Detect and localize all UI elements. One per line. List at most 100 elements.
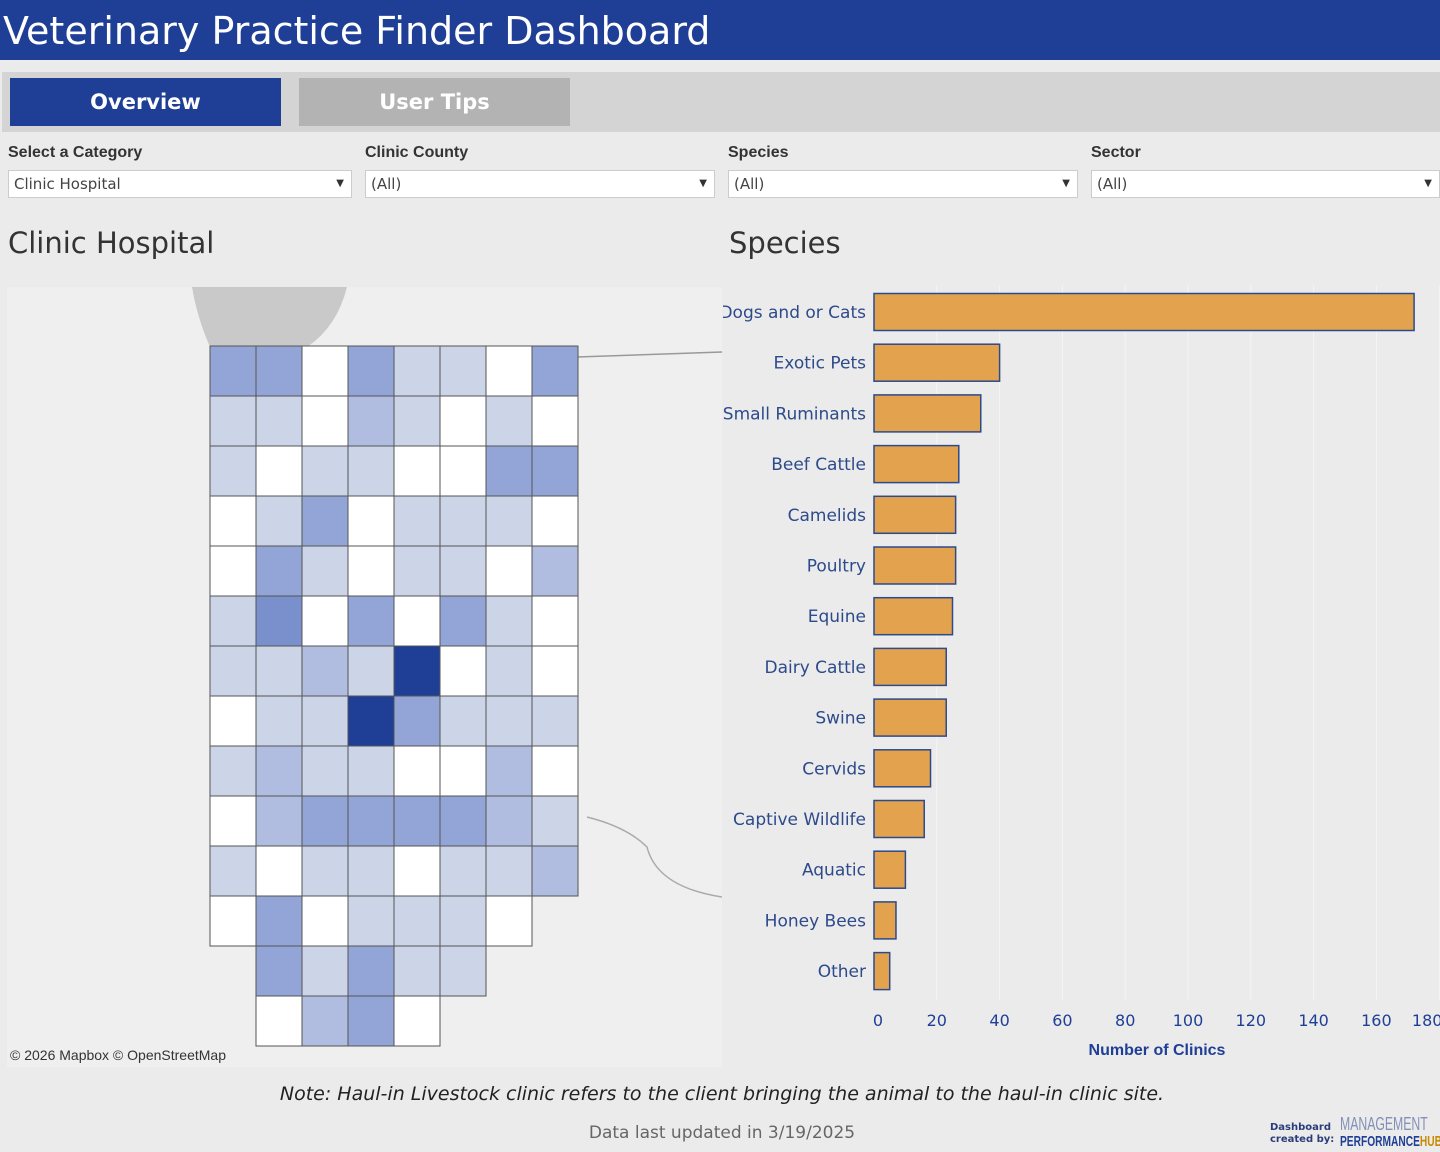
county[interactable]	[301, 945, 349, 997]
bar[interactable]	[873, 850, 907, 889]
county[interactable]	[209, 545, 257, 597]
county[interactable]	[209, 795, 257, 847]
county[interactable]	[531, 595, 579, 647]
county[interactable]	[209, 845, 257, 897]
county[interactable]	[439, 945, 487, 997]
county[interactable]	[209, 345, 257, 397]
bar[interactable]	[873, 546, 957, 585]
county[interactable]	[485, 845, 533, 897]
bar[interactable]	[873, 394, 982, 433]
bar[interactable]	[873, 495, 957, 535]
county[interactable]	[209, 595, 257, 647]
county[interactable]	[485, 545, 533, 597]
county-dropdown[interactable]: (All) ▼	[365, 170, 715, 198]
county[interactable]	[255, 795, 303, 847]
county[interactable]	[485, 645, 533, 697]
county[interactable]	[393, 595, 441, 647]
county[interactable]	[531, 395, 579, 447]
county[interactable]	[347, 845, 395, 897]
county[interactable]	[393, 845, 441, 897]
county[interactable]	[347, 445, 395, 497]
county[interactable]	[255, 445, 303, 497]
map-canvas[interactable]	[7, 287, 723, 1067]
county[interactable]	[347, 345, 395, 397]
county[interactable]	[439, 545, 487, 597]
bar[interactable]	[873, 596, 954, 636]
county[interactable]	[209, 745, 257, 797]
bar[interactable]	[873, 951, 891, 991]
county[interactable]	[393, 545, 441, 597]
bar[interactable]	[873, 343, 1001, 382]
county[interactable]	[531, 345, 579, 397]
county[interactable]	[347, 745, 395, 797]
county[interactable]	[439, 395, 487, 447]
county[interactable]	[531, 845, 579, 897]
county[interactable]	[439, 845, 487, 897]
county[interactable]	[531, 545, 579, 597]
county[interactable]	[301, 595, 349, 647]
county[interactable]	[301, 795, 349, 847]
county[interactable]	[439, 495, 487, 547]
county[interactable]	[393, 945, 441, 997]
bar[interactable]	[873, 698, 947, 737]
county[interactable]	[485, 795, 533, 847]
bar[interactable]	[873, 647, 947, 687]
bar[interactable]	[873, 799, 925, 839]
county[interactable]	[485, 395, 533, 447]
county[interactable]	[301, 645, 349, 697]
county[interactable]	[393, 395, 441, 447]
county[interactable]	[393, 645, 441, 697]
county[interactable]	[255, 745, 303, 797]
county[interactable]	[301, 745, 349, 797]
county[interactable]	[301, 495, 349, 547]
county[interactable]	[209, 695, 257, 747]
county[interactable]	[255, 645, 303, 697]
county[interactable]	[393, 445, 441, 497]
county[interactable]	[301, 445, 349, 497]
county[interactable]	[393, 745, 441, 797]
county[interactable]	[531, 645, 579, 697]
bar[interactable]	[873, 444, 960, 484]
tab-overview[interactable]: Overview	[10, 78, 281, 126]
county[interactable]	[439, 445, 487, 497]
county[interactable]	[347, 495, 395, 547]
county[interactable]	[439, 745, 487, 797]
county-map[interactable]	[7, 287, 723, 1067]
county[interactable]	[485, 445, 533, 497]
county[interactable]	[301, 845, 349, 897]
county[interactable]	[393, 795, 441, 847]
county[interactable]	[347, 895, 395, 947]
county[interactable]	[301, 345, 349, 397]
category-dropdown[interactable]: Clinic Hospital ▼	[8, 170, 352, 198]
county[interactable]	[255, 895, 303, 947]
county[interactable]	[485, 595, 533, 647]
county[interactable]	[301, 995, 349, 1047]
county[interactable]	[255, 995, 303, 1047]
county[interactable]	[485, 695, 533, 747]
county[interactable]	[531, 695, 579, 747]
county[interactable]	[393, 495, 441, 547]
county[interactable]	[301, 395, 349, 447]
county[interactable]	[393, 695, 441, 747]
county[interactable]	[347, 695, 395, 747]
bar[interactable]	[873, 749, 932, 788]
county[interactable]	[531, 445, 579, 497]
county[interactable]	[485, 495, 533, 547]
county[interactable]	[531, 495, 579, 547]
county[interactable]	[439, 595, 487, 647]
county[interactable]	[347, 795, 395, 847]
county[interactable]	[255, 545, 303, 597]
county[interactable]	[439, 645, 487, 697]
county[interactable]	[255, 945, 303, 997]
county[interactable]	[439, 795, 487, 847]
bar[interactable]	[873, 901, 897, 940]
county[interactable]	[347, 395, 395, 447]
county[interactable]	[531, 745, 579, 797]
sector-dropdown[interactable]: (All) ▼	[1091, 170, 1440, 198]
county[interactable]	[485, 745, 533, 797]
county[interactable]	[439, 345, 487, 397]
county[interactable]	[439, 695, 487, 747]
county[interactable]	[347, 545, 395, 597]
county[interactable]	[393, 345, 441, 397]
county[interactable]	[255, 495, 303, 547]
